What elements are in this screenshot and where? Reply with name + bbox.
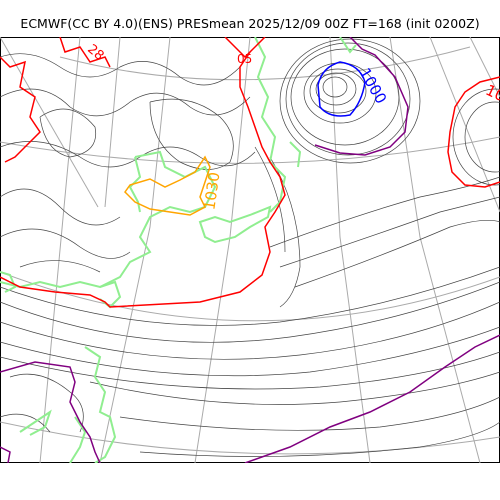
contour-label-10: 10	[483, 81, 500, 105]
coastline-philippines	[84, 346, 117, 464]
map-title: ECMWF(CC BY 4.0)(ENS) PRESmean 2025/12/0…	[20, 16, 480, 31]
parallel-line	[0, 421, 500, 455]
isobar-line	[0, 281, 500, 343]
isobar-line	[0, 301, 500, 360]
isobar-line	[294, 220, 500, 288]
isobar-low-ring	[279, 38, 421, 164]
parallel-line	[0, 136, 500, 164]
isobar-low-ring	[309, 68, 367, 114]
meridian-line	[329, 36, 371, 464]
coastline-islands	[19, 409, 52, 436]
parallel-line	[0, 271, 500, 322]
isobar-line	[269, 176, 500, 248]
isobar-low-ring	[285, 42, 411, 156]
isobar-line	[139, 421, 500, 457]
isobar-low-ring	[303, 62, 377, 124]
isobar-1020	[0, 36, 500, 308]
isobar-line	[0, 228, 131, 259]
isobar-low-ring	[322, 76, 348, 98]
isobar-line	[9, 373, 84, 433]
isobar-purple-south	[0, 361, 101, 464]
meridian-line	[99, 36, 171, 464]
isobar-1030-high	[124, 155, 211, 216]
coastline-kamchatka	[254, 36, 287, 213]
isobar-line	[0, 188, 121, 226]
isobar-low-ring	[290, 48, 400, 146]
isobar-low-ring	[315, 72, 357, 106]
isobar-red-north2	[224, 36, 251, 59]
isobar-red-main	[0, 36, 286, 308]
meridian-line	[469, 36, 500, 98]
isobar-line	[19, 260, 101, 273]
isobar-line	[0, 413, 51, 433]
isobar-lines	[0, 38, 500, 457]
map-canvas: 1000 1030 10 28 05	[0, 36, 500, 464]
meridian-line	[389, 36, 481, 464]
coastline-islands	[339, 36, 357, 54]
coastline-japan	[198, 205, 272, 244]
isobar-line	[0, 326, 500, 377]
meridian-line	[39, 36, 81, 464]
isobar-purple-pacific	[244, 334, 500, 464]
map-frame	[0, 37, 500, 463]
isobar-line	[89, 371, 500, 405]
isobar-purple-low	[314, 36, 409, 156]
contour-label-05: 05	[237, 52, 252, 66]
coastline-islands	[69, 416, 87, 464]
isobar-1010	[0, 36, 500, 464]
isobar-line	[149, 98, 234, 170]
meridian-line	[104, 36, 121, 208]
isobar-high-ring	[464, 101, 500, 173]
isobar-line	[119, 396, 500, 431]
pressure-map: 1000 1030 10 28 05	[0, 36, 500, 464]
coastline-peninsula	[128, 156, 142, 213]
parallel-line	[59, 46, 471, 81]
isobar-red-west	[0, 56, 41, 163]
isobar-red-north	[59, 36, 111, 68]
isobar-purple-corner	[0, 446, 11, 464]
isobar-1000-low	[317, 61, 366, 117]
coastline-islands	[289, 141, 302, 168]
contour-label-1030: 1030	[200, 171, 223, 211]
meridian-line	[429, 36, 500, 213]
isobar-line	[0, 88, 251, 117]
isobar-high-ring	[452, 88, 500, 186]
isobar-line	[39, 108, 97, 158]
isobar-line	[279, 196, 500, 268]
graticule	[0, 36, 500, 464]
isobar-line	[254, 146, 286, 253]
isobar-line	[0, 53, 241, 86]
coastline-islands	[0, 271, 17, 293]
isobar-red-pacific-high	[447, 76, 500, 188]
isobar-line	[0, 266, 500, 326]
